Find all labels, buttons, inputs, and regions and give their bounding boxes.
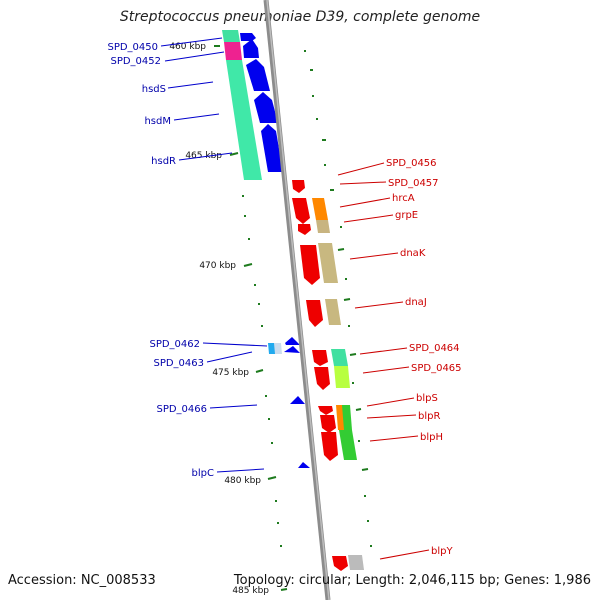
right-gene-labels: SPD_0456 SPD_0457 hrcA grpE dnaK dnaJ SP…: [386, 158, 462, 557]
gene-label: SPD_0450: [107, 42, 158, 53]
gene-label: hsdR: [151, 156, 176, 167]
genome-backbone: [263, 0, 331, 600]
feature-block: [274, 343, 282, 354]
accession-label: Accession: NC_008533: [8, 573, 156, 588]
genome-backbone-highlight: [266, 0, 330, 600]
gene-label: dnaJ: [405, 297, 427, 308]
map-title: Streptococcus pneumoniae D39, complete g…: [119, 9, 481, 25]
feature-block: [331, 349, 348, 366]
cds-arrow: [290, 396, 305, 404]
tick-dots: [242, 50, 372, 547]
topology-label: Topology: circular; Length: 2,046,115 bp…: [233, 573, 591, 588]
scale-label: 470 kbp: [199, 261, 236, 271]
gene-label: SPD_0456: [386, 158, 437, 169]
cds-arrow: [240, 33, 256, 41]
cds-arrow: [320, 415, 336, 433]
cds-arrow: [298, 462, 310, 468]
feature-block: [325, 299, 341, 325]
cds-arrow: [314, 367, 330, 390]
gene-label: SPD_0457: [388, 178, 439, 189]
gene-label: hsdM: [144, 116, 171, 127]
gene-label: hsdS: [142, 84, 166, 95]
feature-block: [222, 30, 240, 42]
right-leader-lines: [337, 162, 430, 560]
gene-label: blpY: [431, 546, 453, 557]
cds-arrow: [300, 245, 320, 285]
feature-block: [312, 198, 328, 220]
gene-label: dnaK: [400, 248, 426, 259]
cds-arrow: [318, 406, 333, 415]
cds-reverse: [292, 180, 348, 571]
tick-marks: [214, 45, 369, 591]
cds-arrow: [246, 59, 270, 91]
cds-arrow: [261, 124, 283, 172]
gene-label: blpC: [192, 468, 214, 479]
gene-label: SPD_0452: [110, 56, 161, 67]
gene-label: SPD_0464: [409, 343, 460, 354]
cds-arrow: [285, 337, 300, 345]
scale-label: 465 kbp: [185, 151, 222, 161]
gene-label: SPD_0463: [153, 358, 204, 369]
cds-arrow: [292, 180, 305, 193]
scale-labels: 460 kbp 465 kbp 470 kbp 475 kbp 480 kbp …: [169, 42, 269, 596]
cds-arrow: [312, 350, 328, 366]
cds-arrow: [254, 92, 278, 123]
cds-arrow: [321, 432, 338, 461]
left-leader-lines: [160, 37, 268, 473]
feature-block: [339, 430, 357, 460]
cds-arrow: [292, 198, 310, 224]
feature-block: [316, 220, 330, 233]
scale-label: 485 kbp: [232, 586, 269, 596]
scale-label: 460 kbp: [169, 42, 206, 52]
feature-block: [334, 366, 350, 388]
gene-label: SPD_0462: [149, 339, 200, 350]
gene-label: blpR: [418, 411, 440, 422]
feature-block: [348, 555, 364, 570]
scale-label: 480 kbp: [224, 476, 261, 486]
feature-block: [224, 42, 242, 60]
gene-label: hrcA: [392, 193, 415, 204]
cds-arrow: [332, 556, 348, 571]
feature-block: [342, 405, 352, 430]
left-gene-labels: SPD_0450 SPD_0452 hsdS hsdM hsdR SPD_046…: [107, 42, 214, 479]
gene-label: grpE: [395, 210, 418, 221]
cds-arrow: [243, 39, 259, 58]
scale-label: 475 kbp: [212, 368, 249, 378]
gene-label: SPD_0466: [156, 404, 207, 415]
cds-arrow: [306, 300, 323, 327]
feature-ring-outer: [222, 30, 364, 570]
feature-block: [318, 243, 338, 283]
gene-label: blpH: [420, 432, 443, 443]
gene-label: blpS: [416, 393, 438, 404]
cds-arrow: [298, 224, 311, 235]
feature-block: [226, 60, 262, 180]
gene-label: SPD_0465: [411, 363, 462, 374]
cds-arrow: [284, 346, 300, 353]
cds-forward: [240, 33, 310, 468]
